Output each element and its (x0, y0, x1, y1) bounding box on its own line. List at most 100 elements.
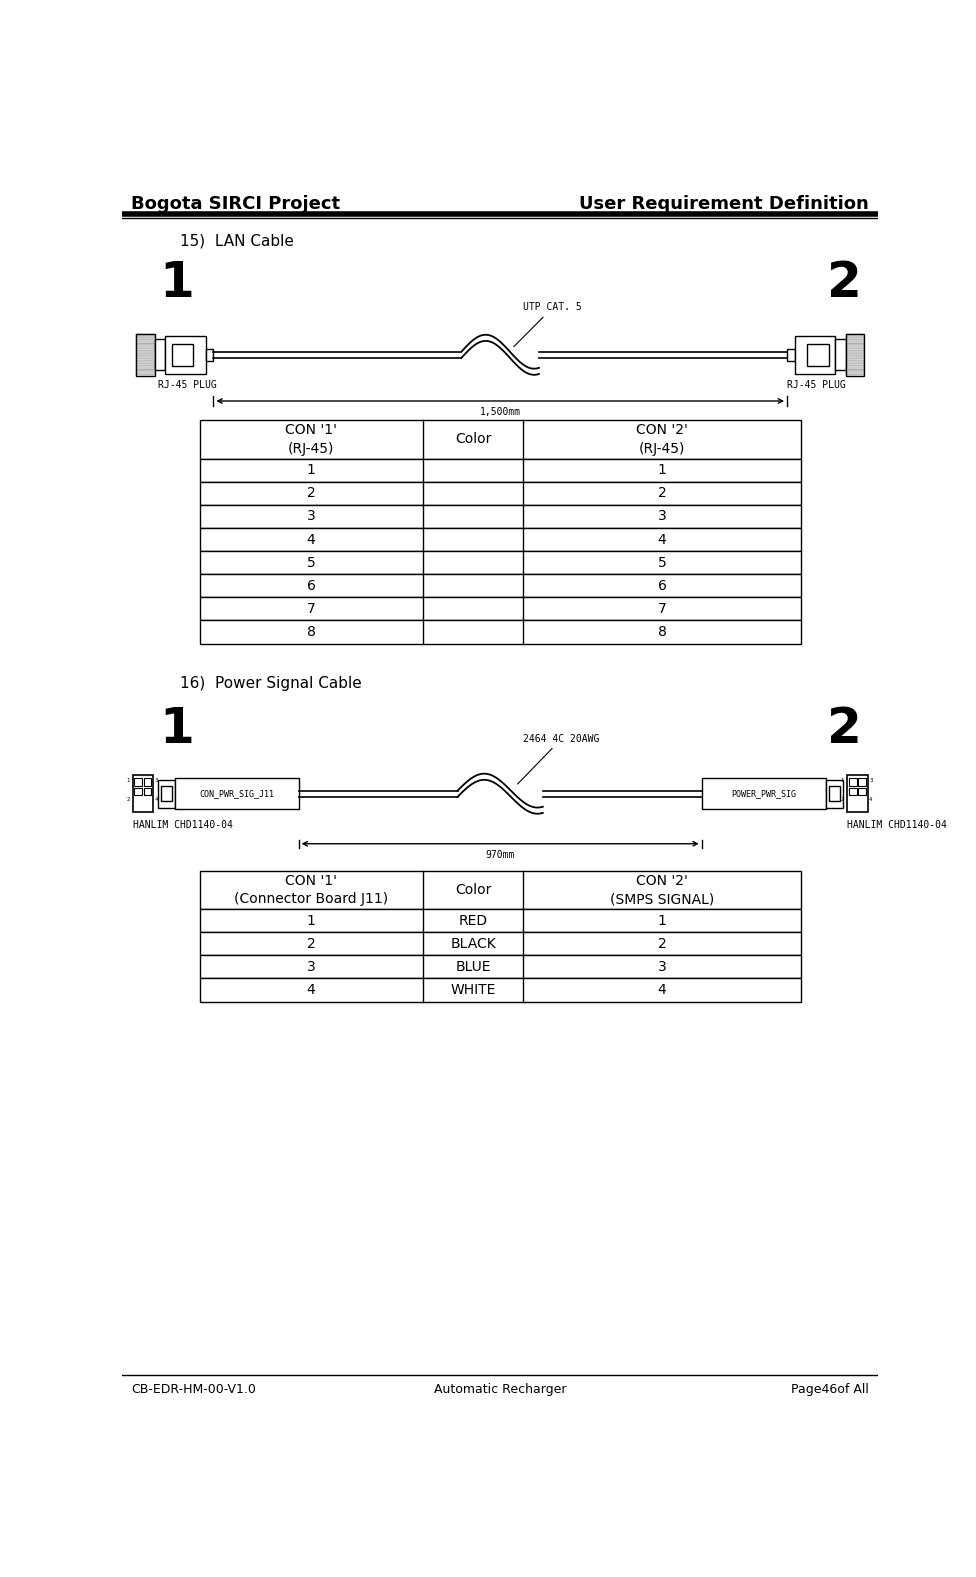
Text: 1: 1 (306, 464, 315, 478)
Text: CB-EDR-HM-00-V1.0: CB-EDR-HM-00-V1.0 (132, 1383, 256, 1396)
Bar (165, 336, 206, 374)
Text: 8: 8 (658, 624, 667, 639)
Bar (136, 344, 154, 349)
Bar (143, 787, 151, 795)
Text: BLACK: BLACK (450, 937, 496, 951)
Bar (829, 785, 839, 801)
Bar (199, 528, 801, 550)
Text: 3: 3 (306, 960, 315, 975)
Bar (199, 598, 801, 620)
Bar (702, 779, 826, 809)
Text: 8: 8 (306, 624, 315, 639)
Text: CON_PWR_SIG_J11: CON_PWR_SIG_J11 (199, 788, 274, 798)
Text: RJ-45 PLUG: RJ-45 PLUG (158, 380, 217, 390)
Text: 4: 4 (869, 796, 873, 801)
Text: 2: 2 (306, 486, 315, 500)
Text: 3: 3 (658, 960, 667, 975)
Text: RED: RED (459, 913, 488, 927)
Bar (846, 360, 865, 364)
Text: Automatic Recharger: Automatic Recharger (434, 1383, 566, 1396)
Bar (846, 371, 865, 375)
Text: 2: 2 (126, 796, 130, 801)
Bar (161, 785, 172, 801)
Bar (826, 781, 842, 807)
Text: 4: 4 (306, 533, 315, 547)
Bar (136, 355, 154, 360)
Bar (199, 483, 801, 505)
Bar (849, 787, 857, 795)
Text: 1: 1 (658, 913, 667, 927)
Text: 4: 4 (306, 982, 315, 997)
Text: 1,500mm: 1,500mm (479, 407, 521, 418)
Bar (199, 871, 801, 910)
Bar (135, 779, 142, 785)
Text: 3: 3 (869, 779, 873, 784)
Bar (199, 505, 801, 528)
Text: 1: 1 (159, 259, 194, 306)
Text: 4: 4 (658, 533, 667, 547)
Text: 6: 6 (306, 579, 315, 593)
Text: 5: 5 (306, 555, 315, 569)
Bar (846, 350, 865, 353)
Bar (158, 781, 175, 807)
Bar (135, 787, 142, 795)
Bar (846, 355, 865, 360)
Bar (858, 787, 866, 795)
Bar (199, 574, 801, 598)
Bar (136, 334, 154, 375)
Bar (846, 334, 865, 375)
Text: Bogota SIRCI Project: Bogota SIRCI Project (132, 196, 341, 213)
Text: UTP CAT. 5: UTP CAT. 5 (513, 303, 583, 347)
Bar (858, 779, 866, 785)
Text: 1: 1 (126, 779, 130, 784)
Text: 2: 2 (658, 486, 667, 500)
Text: 1: 1 (306, 913, 315, 927)
Text: 2: 2 (658, 937, 667, 951)
Bar (206, 349, 214, 361)
Text: 2: 2 (840, 796, 844, 801)
Bar (846, 334, 865, 339)
Bar (199, 419, 801, 459)
Text: 4: 4 (658, 982, 667, 997)
Text: CON '2'
(SMPS SIGNAL): CON '2' (SMPS SIGNAL) (610, 874, 714, 907)
Bar (849, 779, 857, 785)
Text: 5: 5 (658, 555, 667, 569)
Text: HANLIM CHD1140-04: HANLIM CHD1140-04 (133, 820, 232, 830)
Text: 2: 2 (828, 705, 862, 754)
Bar (199, 932, 801, 956)
Text: 3: 3 (154, 779, 158, 784)
Text: Page46of All: Page46of All (792, 1383, 869, 1396)
Bar (794, 336, 835, 374)
Bar (143, 779, 151, 785)
Bar (199, 459, 801, 483)
Bar (199, 550, 801, 574)
Text: 2: 2 (306, 937, 315, 951)
Bar (133, 776, 153, 812)
Bar (847, 776, 868, 812)
Text: POWER_PWR_SIG: POWER_PWR_SIG (731, 788, 796, 798)
Bar (846, 366, 865, 369)
Bar (199, 620, 801, 643)
Bar (136, 371, 154, 375)
Text: 15)  LAN Cable: 15) LAN Cable (181, 233, 294, 249)
Text: 1: 1 (159, 705, 194, 754)
Text: HANLIM CHD1140-04: HANLIM CHD1140-04 (847, 820, 948, 830)
Text: 970mm: 970mm (485, 850, 515, 859)
Text: 2464 4C 20AWG: 2464 4C 20AWG (517, 733, 600, 784)
Text: User Requirement Definition: User Requirement Definition (580, 196, 869, 213)
Bar (136, 350, 154, 353)
Text: Color: Color (455, 883, 491, 897)
Text: 3: 3 (306, 509, 315, 524)
Text: CON '1'
(RJ-45): CON '1' (RJ-45) (285, 423, 337, 456)
Text: BLUE: BLUE (456, 960, 491, 975)
Bar (199, 910, 801, 932)
Text: 7: 7 (306, 602, 315, 617)
Text: 7: 7 (658, 602, 667, 617)
Text: 2: 2 (828, 259, 862, 306)
Bar (136, 339, 154, 344)
Text: CON '2'
(RJ-45): CON '2' (RJ-45) (636, 423, 688, 456)
Text: WHITE: WHITE (450, 982, 496, 997)
Bar (807, 344, 829, 366)
Text: 4: 4 (154, 796, 158, 801)
Bar (172, 344, 193, 366)
